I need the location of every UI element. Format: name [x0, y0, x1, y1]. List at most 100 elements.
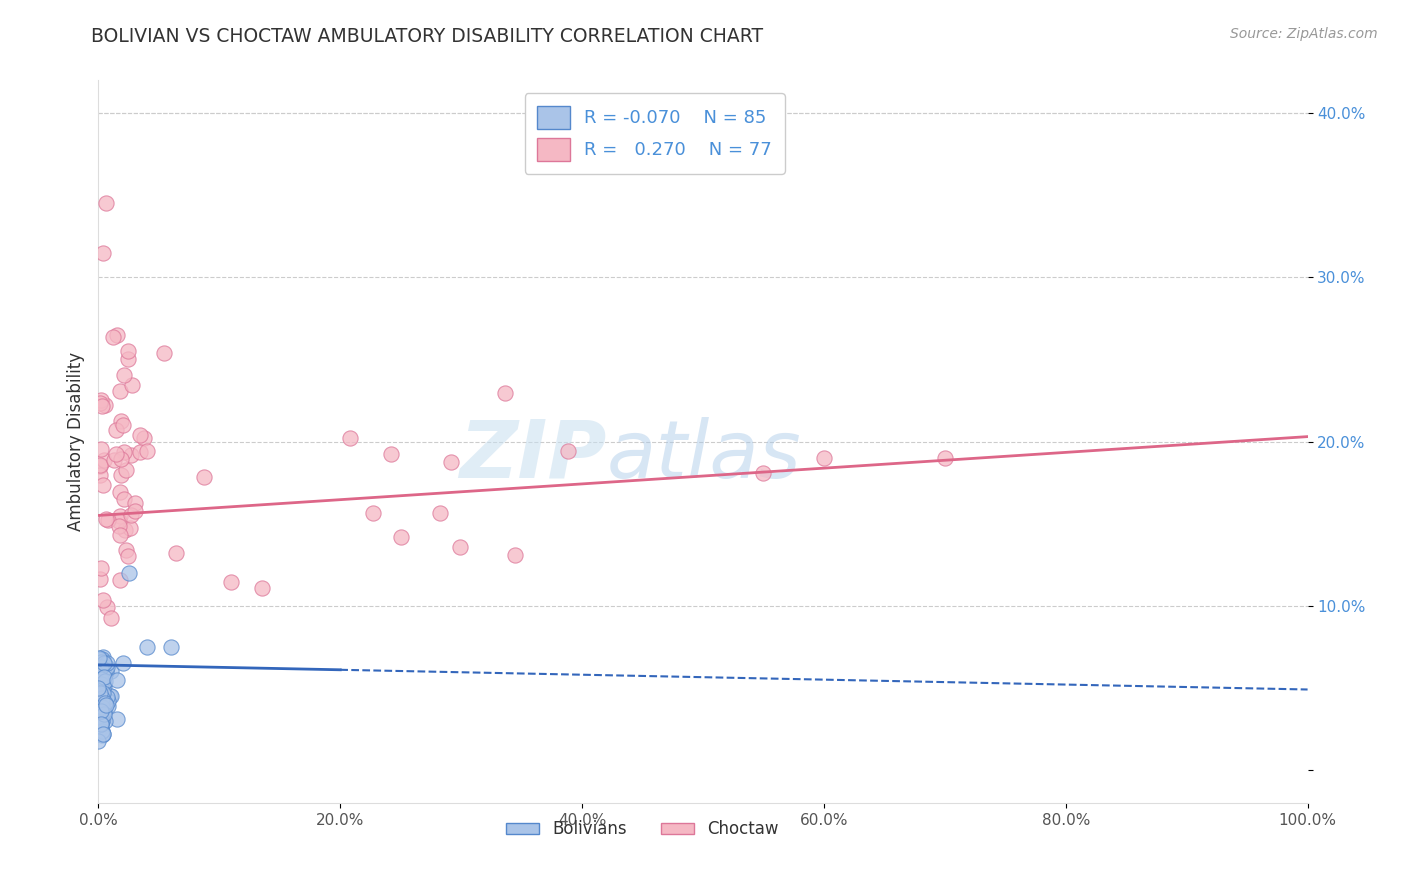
Point — [89, 686, 111, 700]
Point — [124, 496, 146, 510]
Point — [128, 427, 150, 442]
Point — [112, 445, 135, 459]
Point — [104, 447, 127, 461]
Point — [91, 652, 114, 666]
Point — [87, 705, 110, 719]
Point — [94, 665, 117, 679]
Point — [361, 506, 384, 520]
Point — [135, 640, 157, 654]
Point — [90, 673, 112, 688]
Point — [120, 508, 142, 522]
Point — [89, 688, 111, 702]
Point — [87, 734, 110, 748]
Point — [110, 468, 132, 483]
Point — [93, 710, 115, 724]
Point — [153, 346, 176, 360]
Point — [813, 450, 835, 465]
Point — [97, 513, 120, 527]
Point — [91, 686, 114, 700]
Point — [87, 652, 110, 666]
Point — [121, 378, 143, 392]
Point — [136, 443, 159, 458]
Point — [89, 718, 111, 732]
Point — [89, 689, 111, 703]
Y-axis label: Ambulatory Disability: Ambulatory Disability — [66, 352, 84, 531]
Point — [90, 672, 112, 686]
Point — [93, 714, 115, 728]
Point — [557, 443, 579, 458]
Point — [93, 704, 115, 718]
Point — [105, 673, 128, 687]
Point — [132, 431, 155, 445]
Point — [91, 693, 114, 707]
Point — [90, 721, 112, 735]
Point — [89, 704, 111, 718]
Point — [389, 530, 412, 544]
Point — [105, 423, 128, 437]
Point — [112, 492, 135, 507]
Point — [494, 386, 516, 401]
Point — [117, 343, 139, 358]
Point — [110, 509, 132, 524]
Point — [91, 478, 114, 492]
Point — [93, 696, 115, 710]
Point — [90, 720, 112, 734]
Point — [193, 469, 215, 483]
Point — [91, 677, 114, 691]
Point — [91, 712, 114, 726]
Point — [93, 665, 115, 680]
Point — [90, 660, 112, 674]
Point — [112, 368, 135, 382]
Text: Source: ZipAtlas.com: Source: ZipAtlas.com — [1230, 27, 1378, 41]
Point — [91, 727, 114, 741]
Point — [94, 196, 117, 211]
Point — [89, 396, 111, 410]
Point — [429, 506, 451, 520]
Point — [94, 398, 117, 412]
Text: ZIP: ZIP — [458, 417, 606, 495]
Point — [87, 701, 110, 715]
Point — [117, 549, 139, 563]
Point — [91, 724, 114, 739]
Point — [124, 503, 146, 517]
Point — [115, 542, 138, 557]
Point — [503, 548, 526, 562]
Point — [90, 716, 112, 731]
Point — [91, 678, 114, 692]
Point — [93, 686, 115, 700]
Point — [250, 581, 273, 595]
Point — [96, 660, 118, 674]
Point — [96, 600, 118, 615]
Point — [90, 709, 112, 723]
Point — [89, 688, 111, 702]
Point — [108, 485, 131, 500]
Point — [98, 690, 121, 704]
Point — [103, 452, 125, 467]
Point — [87, 672, 110, 686]
Point — [90, 656, 112, 670]
Point — [108, 514, 131, 528]
Point — [91, 691, 114, 706]
Point — [449, 540, 471, 554]
Point — [91, 245, 114, 260]
Point — [165, 546, 187, 560]
Point — [90, 393, 112, 408]
Point — [100, 690, 122, 704]
Point — [380, 447, 402, 461]
Point — [91, 655, 114, 669]
Point — [90, 704, 112, 718]
Point — [221, 574, 243, 589]
Point — [89, 572, 111, 586]
Point — [87, 651, 110, 665]
Point — [87, 662, 110, 676]
Point — [90, 702, 112, 716]
Point — [111, 657, 134, 671]
Point — [89, 700, 111, 714]
Point — [440, 455, 463, 469]
Point — [90, 728, 112, 742]
Point — [339, 431, 361, 445]
Point — [91, 683, 114, 698]
Point — [114, 463, 136, 477]
Point — [91, 689, 114, 703]
Point — [108, 384, 131, 398]
